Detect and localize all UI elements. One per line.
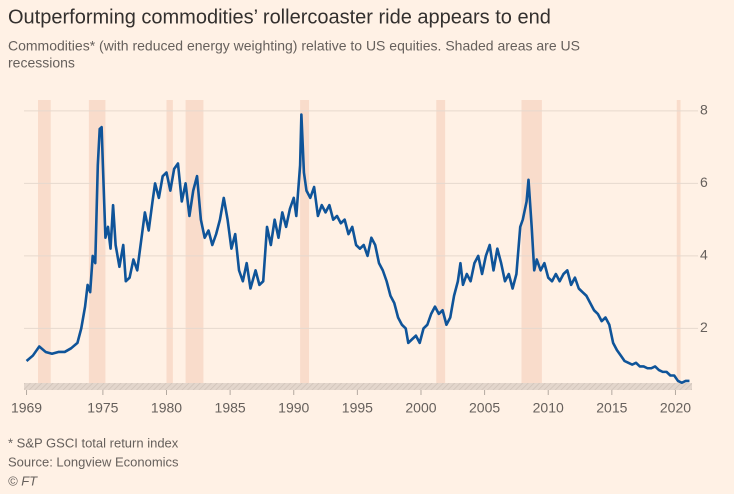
recession-band (37, 100, 51, 383)
chart-title: Outperforming commodities’ rollercoaster… (8, 6, 551, 28)
y-tick-label: 8 (700, 102, 708, 118)
x-tick-label: 1985 (215, 400, 246, 416)
x-tick-label: 2020 (660, 400, 691, 416)
recession-band (436, 100, 446, 383)
credit: © FT (8, 473, 38, 488)
axis-band (24, 383, 692, 390)
subtitle: Commodities* (with reduced energy weight… (8, 38, 580, 54)
x-tick-label: 1990 (278, 400, 309, 416)
recession-band (88, 100, 106, 383)
x-tick-label: 2010 (533, 400, 564, 416)
source: Source: Longview Economics (8, 454, 179, 469)
x-tick-label: 2000 (405, 400, 436, 416)
y-tick-label: 6 (700, 174, 708, 190)
x-tick-label: 2005 (469, 400, 500, 416)
x-tick-label: 1995 (342, 400, 373, 416)
x-tick-label: 1980 (151, 400, 182, 416)
x-tick-label: 2015 (596, 400, 627, 416)
x-tick-label: 1975 (87, 400, 118, 416)
recession-band (185, 100, 204, 383)
x-tick-label: 1969 (11, 400, 42, 416)
recession-band (676, 100, 681, 383)
recession-band (300, 100, 310, 383)
y-tick-label: 4 (700, 247, 708, 263)
footnote: * S&P GSCI total return index (8, 435, 179, 450)
y-tick-label: 2 (700, 319, 708, 335)
plot: 2 4 6 8 1969 1975 1980 1985 1990 1995 2000 2005 2010… (11, 100, 708, 416)
subtitle: recessions (8, 55, 75, 71)
recession-band (166, 100, 173, 383)
line-series (25, 113, 690, 385)
